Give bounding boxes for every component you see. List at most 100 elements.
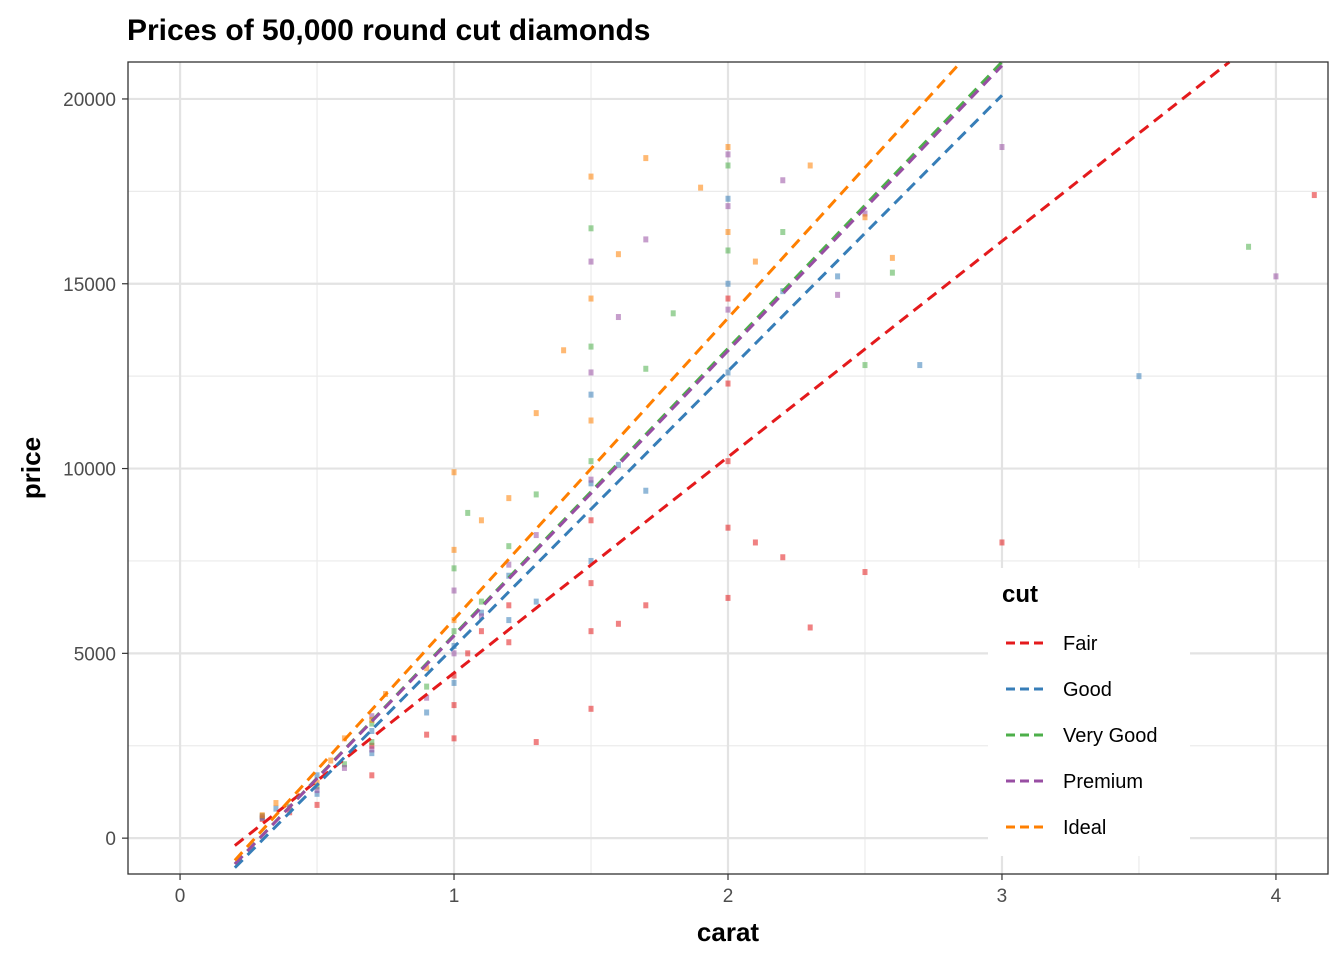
data-point-fair [369,772,375,779]
data-point-good [533,598,539,605]
data-point-premium [725,306,731,313]
data-point-ideal [451,469,457,476]
data-point-ideal [725,144,731,151]
data-point-very-good [889,269,895,276]
data-point-very-good [341,761,347,768]
data-point-ideal [725,229,731,236]
trend-layer [233,60,1231,869]
legend-label-fair: Fair [1063,633,1098,655]
data-point-premium [588,258,594,265]
data-point-good [835,273,841,280]
data-point-ideal [273,800,279,807]
data-point-good [314,790,320,797]
data-point-fair [451,702,457,709]
data-point-fair [506,602,512,609]
data-point-very-good [588,458,594,465]
data-layer [259,144,1317,822]
data-point-premium [533,532,539,539]
data-point-premium [835,291,841,298]
data-point-good [643,487,649,494]
data-point-premium [506,561,512,568]
data-point-premium [725,151,731,158]
y-tick-label: 0 [105,829,116,850]
data-point-very-good [725,247,731,254]
data-point-very-good [588,225,594,232]
data-point-good [273,805,279,812]
data-point-good [615,461,621,468]
data-point-good [725,280,731,287]
data-point-fair [451,672,457,679]
data-point-ideal [314,779,320,786]
data-point-good [424,709,430,716]
data-point-premium [643,236,649,243]
data-point-premium [725,203,731,210]
data-point-very-good [588,343,594,350]
legend-title: cut [1002,581,1038,608]
trend-line-fair [233,60,1231,847]
data-point-fair [451,735,457,742]
data-point-good [588,391,594,398]
data-point-fair [780,554,786,561]
data-point-good [478,609,484,616]
data-point-good [917,362,923,369]
data-point-premium [615,314,621,321]
data-point-good [588,557,594,564]
data-point-very-good [478,598,484,605]
data-point-fair [465,650,471,657]
data-point-premium [780,177,786,184]
x-tick-label: 0 [175,886,186,907]
data-point-ideal [588,417,594,424]
data-point-ideal [533,410,539,417]
data-point-very-good [451,628,457,635]
chart-title: Prices of 50,000 round cut diamonds [127,14,650,47]
data-point-good [506,617,512,624]
data-point-very-good [369,739,375,746]
data-point-good [369,727,375,734]
legend-label-premium: Premium [1063,771,1143,793]
legend-label-very-good: Very Good [1063,725,1158,747]
data-point-premium [588,476,594,483]
data-point-ideal [807,162,813,169]
data-point-fair [588,705,594,712]
data-point-premium [369,746,375,753]
y-tick-label: 5000 [74,644,116,665]
data-point-very-good [780,229,786,236]
data-point-very-good [424,683,430,690]
legend-label-ideal: Ideal [1063,817,1106,839]
data-point-fair [862,569,868,576]
data-point-ideal [259,812,265,819]
data-point-fair [643,602,649,609]
data-point-good [588,480,594,487]
data-point-very-good [533,491,539,498]
data-point-good [1136,373,1142,380]
data-point-very-good [451,565,457,572]
data-point-good [314,772,320,779]
y-tick-label: 15000 [63,275,116,296]
data-point-very-good [369,720,375,727]
data-point-fair [725,594,731,601]
data-point-fair [314,801,320,808]
axis-layer: 0 1 2 3 4 0 5000 10000 15000 20000 [63,90,1281,907]
data-point-very-good [465,509,471,516]
legend-label-good: Good [1063,679,1112,701]
data-point-ideal [862,214,868,221]
legend-items: Fair Good Very Good Premium Ideal [1006,633,1158,839]
data-point-fair [725,524,731,531]
legend-background [988,568,1190,856]
data-point-premium [588,369,594,376]
data-point-fair [478,628,484,635]
data-point-fair [588,628,594,635]
data-point-premium [451,650,457,657]
y-tick-label: 20000 [63,90,116,111]
data-point-fair [424,731,430,738]
data-point-premium [478,613,484,620]
data-point-fair [506,639,512,646]
data-point-very-good [1246,243,1252,250]
data-point-fair [369,742,375,749]
data-point-good [725,369,731,376]
data-point-good [369,750,375,757]
data-point-ideal [588,173,594,180]
data-point-fair [615,620,621,627]
